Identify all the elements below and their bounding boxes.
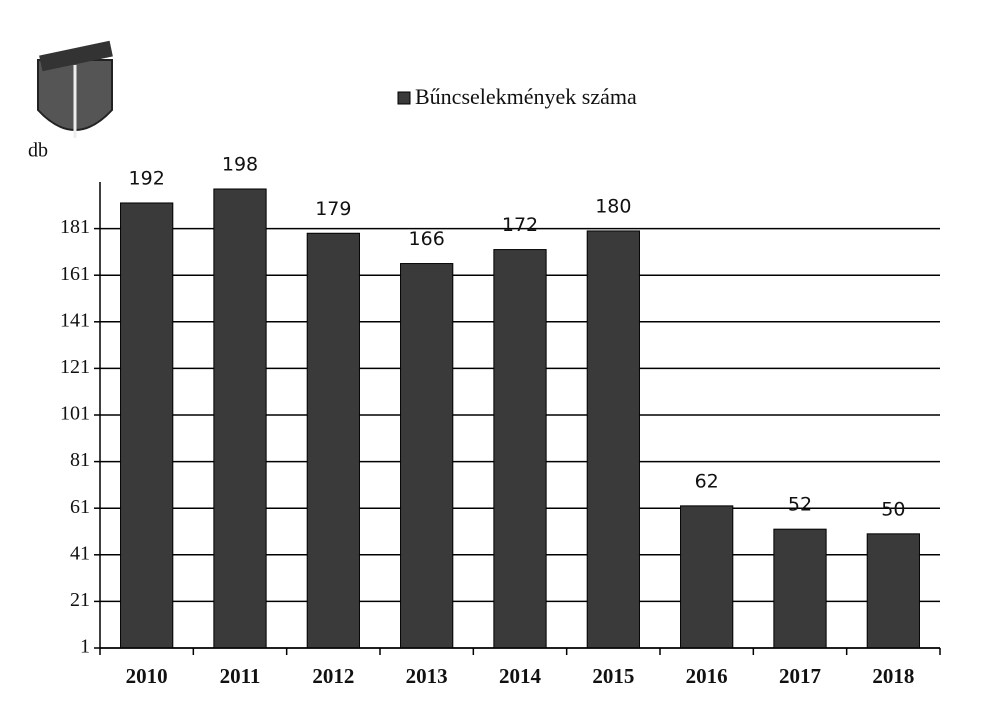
x-tick-label: 2017 bbox=[779, 664, 821, 688]
data-label: 166 bbox=[409, 228, 445, 250]
x-tick-label: 2015 bbox=[592, 664, 634, 688]
y-tick-label: 181 bbox=[60, 216, 90, 238]
y-tick-label: 61 bbox=[70, 496, 90, 518]
y-tick-label: 21 bbox=[70, 589, 90, 611]
bar bbox=[866, 533, 920, 649]
data-label: 180 bbox=[595, 195, 631, 217]
y-tick-label: 101 bbox=[60, 403, 90, 425]
x-tick-label: 2010 bbox=[126, 664, 168, 688]
legend-swatch bbox=[397, 91, 411, 105]
x-tick-label: 2012 bbox=[312, 664, 354, 688]
logo bbox=[37, 40, 113, 138]
data-label: 179 bbox=[315, 198, 351, 220]
y-axis-title: db bbox=[28, 140, 48, 162]
x-tick-label: 2014 bbox=[499, 664, 542, 688]
data-label: 192 bbox=[129, 167, 165, 189]
x-tick-label: 2018 bbox=[872, 664, 914, 688]
y-tick-label: 161 bbox=[60, 263, 90, 285]
data-label: 172 bbox=[502, 214, 538, 236]
data-label: 52 bbox=[788, 494, 812, 516]
x-tick-label: 2016 bbox=[686, 664, 728, 688]
bar bbox=[680, 505, 734, 649]
bar bbox=[306, 232, 360, 649]
bar bbox=[586, 230, 640, 649]
bar bbox=[493, 249, 547, 649]
bar bbox=[120, 202, 174, 649]
data-label: 198 bbox=[222, 153, 258, 175]
data-label: 62 bbox=[695, 470, 719, 492]
y-tick-label: 41 bbox=[70, 542, 90, 564]
bar bbox=[773, 528, 827, 649]
legend-label: Bűncselekmények száma bbox=[415, 84, 637, 109]
bar bbox=[400, 263, 454, 649]
x-tick-label: 2013 bbox=[406, 664, 448, 688]
y-tick-label: 1 bbox=[80, 636, 90, 658]
y-tick-label: 141 bbox=[60, 309, 90, 331]
y-tick-label: 121 bbox=[60, 356, 90, 378]
x-tick-label: 2011 bbox=[220, 664, 261, 688]
y-tick-label: 81 bbox=[70, 449, 90, 471]
data-label: 50 bbox=[881, 498, 905, 520]
bar bbox=[213, 188, 267, 649]
